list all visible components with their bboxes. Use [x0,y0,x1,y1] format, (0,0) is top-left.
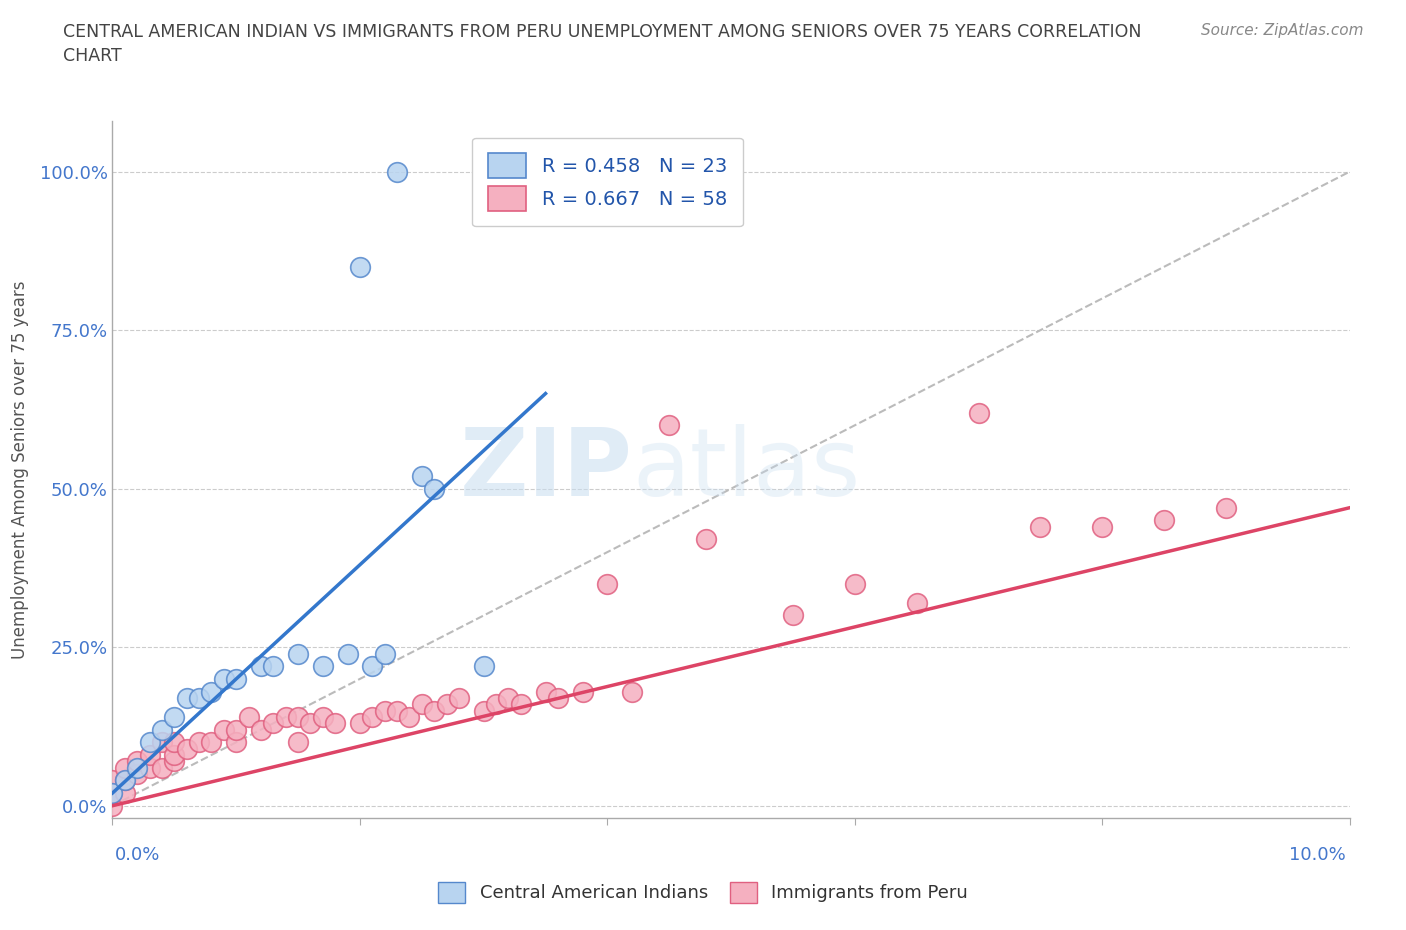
Text: Source: ZipAtlas.com: Source: ZipAtlas.com [1201,23,1364,38]
Text: ZIP: ZIP [460,424,633,515]
Text: 10.0%: 10.0% [1289,846,1346,864]
Point [967,405,990,420]
Point [534,684,557,699]
Point [262,658,284,673]
Point [188,735,211,750]
Point [287,710,309,724]
Point [571,684,593,699]
Point [163,710,186,724]
Point [101,786,124,801]
Point [547,690,569,705]
Point [200,735,222,750]
Point [250,658,273,673]
Point [127,754,149,769]
Point [323,716,346,731]
Point [349,259,371,274]
Point [188,690,211,705]
Point [287,735,309,750]
Point [287,646,309,661]
Point [312,710,335,724]
Point [621,684,644,699]
Point [200,684,222,699]
Point [225,723,247,737]
Point [498,690,520,705]
Point [447,690,470,705]
Point [1153,513,1175,528]
Text: atlas: atlas [633,424,860,515]
Point [312,658,335,673]
Point [361,710,384,724]
Point [101,786,124,801]
Point [150,723,173,737]
Point [212,671,235,686]
Point [423,703,446,718]
Point [374,646,396,661]
Point [782,608,804,623]
Point [1091,519,1114,534]
Point [138,748,160,763]
Point [127,766,149,781]
Point [1029,519,1052,534]
Point [225,735,247,750]
Point [176,741,198,756]
Point [238,710,260,724]
Point [509,697,531,711]
Point [101,773,124,788]
Point [163,754,186,769]
Point [436,697,458,711]
Point [262,716,284,731]
Y-axis label: Unemployment Among Seniors over 75 years: Unemployment Among Seniors over 75 years [10,281,28,658]
Point [176,690,198,705]
Legend: Central American Indians, Immigrants from Peru: Central American Indians, Immigrants fro… [430,874,976,910]
Point [150,735,173,750]
Point [374,703,396,718]
Point [844,577,866,591]
Point [485,697,508,711]
Point [411,469,433,484]
Point [212,723,235,737]
Point [101,798,124,813]
Legend: R = 0.458   N = 23, R = 0.667   N = 58: R = 0.458 N = 23, R = 0.667 N = 58 [472,138,742,227]
Point [114,760,136,775]
Point [472,703,495,718]
Point [1215,500,1237,515]
Point [150,760,173,775]
Point [114,786,136,801]
Point [695,532,717,547]
Point [423,481,446,496]
Point [596,577,619,591]
Point [411,697,433,711]
Point [299,716,322,731]
Point [138,760,160,775]
Point [905,595,928,610]
Point [163,735,186,750]
Point [114,773,136,788]
Text: CENTRAL AMERICAN INDIAN VS IMMIGRANTS FROM PERU UNEMPLOYMENT AMONG SENIORS OVER : CENTRAL AMERICAN INDIAN VS IMMIGRANTS FR… [63,23,1142,65]
Point [385,703,408,718]
Point [658,418,681,432]
Point [114,773,136,788]
Point [472,658,495,673]
Point [349,716,371,731]
Point [163,748,186,763]
Point [385,165,408,179]
Point [138,735,160,750]
Point [225,671,247,686]
Point [127,760,149,775]
Point [250,723,273,737]
Point [336,646,359,661]
Point [361,658,384,673]
Point [274,710,297,724]
Text: 0.0%: 0.0% [115,846,160,864]
Point [398,710,420,724]
